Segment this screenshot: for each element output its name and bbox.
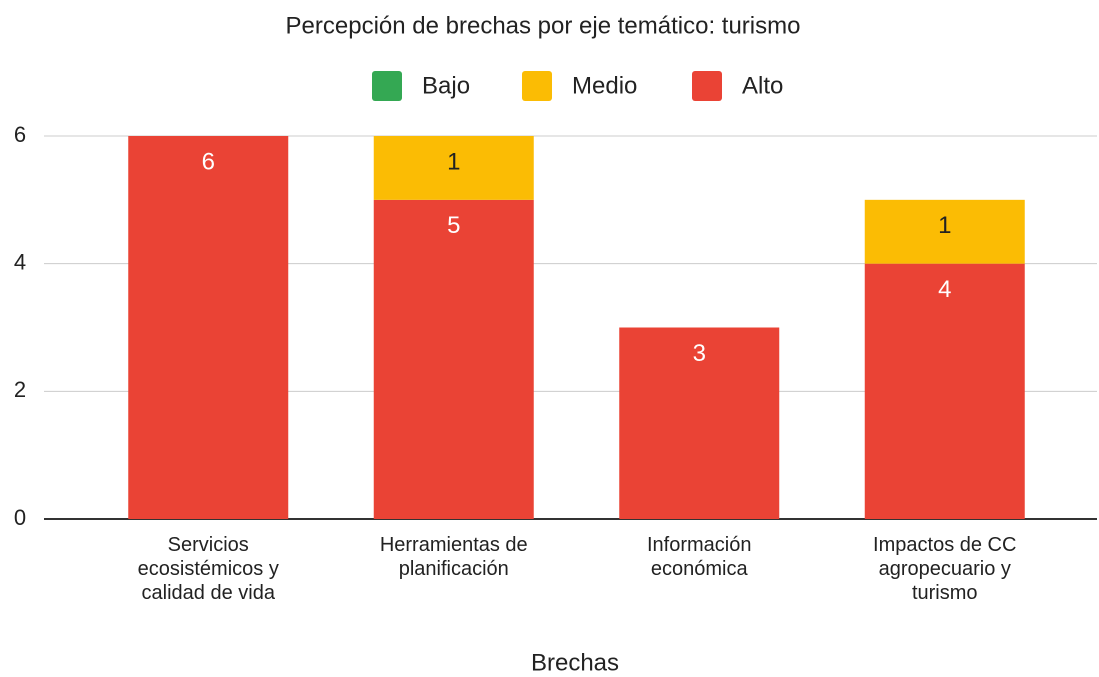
bar-segment (864, 199, 1025, 264)
bar-segment (864, 263, 1025, 519)
bar-segment (619, 327, 780, 519)
x-tick-label-box: Herramientas de planificación (379, 534, 528, 580)
legend-swatch (692, 71, 722, 101)
bar-segment (128, 136, 289, 519)
data-label: 4 (938, 276, 951, 303)
chart-title: Percepción de brechas por eje temático: … (286, 12, 801, 39)
legend-swatch (372, 71, 402, 101)
legend-label: Alto (742, 72, 783, 99)
x-axis-title: Brechas (531, 649, 619, 676)
x-tick-label-box: Información económica (647, 534, 752, 580)
legend-swatch (522, 71, 552, 101)
x-tick-label: Información económica (647, 534, 752, 580)
x-tick-label-box: Impactos de CC agropecuario y turismo (873, 534, 1017, 604)
x-tick-label: Herramientas de planificación (379, 534, 528, 580)
bar-segment (373, 199, 534, 520)
data-label: 1 (447, 148, 460, 175)
x-tick-label-box: Servicios ecosistémicos y calidad de vid… (137, 534, 279, 604)
y-tick-label: 0 (14, 505, 26, 530)
data-label: 5 (447, 212, 460, 239)
data-label: 3 (693, 340, 706, 367)
y-tick-label: 2 (14, 377, 26, 402)
bar-segment (373, 136, 534, 200)
legend-label: Medio (572, 72, 637, 99)
x-tick-label: Impactos de CC agropecuario y turismo (873, 534, 1017, 604)
x-tick-label: Servicios ecosistémicos y calidad de vid… (137, 534, 279, 604)
y-tick-label: 4 (14, 249, 26, 274)
y-tick-label: 6 (14, 122, 26, 147)
data-label: 6 (202, 148, 215, 175)
data-label: 1 (938, 212, 951, 239)
legend-label: Bajo (422, 72, 470, 99)
